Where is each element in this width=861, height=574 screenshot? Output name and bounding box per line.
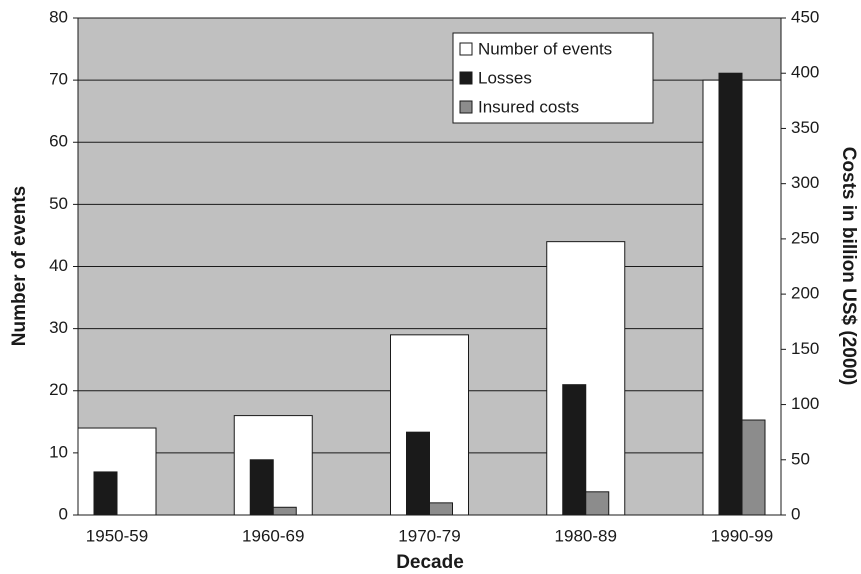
y-tick-label: 0 — [59, 504, 68, 523]
y2-tick-label: 350 — [791, 118, 819, 137]
y2-tick-label: 100 — [791, 394, 819, 413]
x-tick-label: 1980-89 — [555, 526, 617, 545]
legend-label: Number of events — [478, 39, 612, 58]
legend-swatch — [459, 71, 473, 85]
y2-tick-label: 300 — [791, 173, 819, 192]
y-tick-label: 10 — [49, 442, 68, 461]
y-tick-label: 60 — [49, 132, 68, 151]
y2-tick-label: 150 — [791, 339, 819, 358]
y2-tick-label: 0 — [791, 504, 800, 523]
y2-axis-title: Costs in billion US$ (2000) — [838, 147, 859, 386]
x-axis-title: Decade — [396, 552, 464, 573]
y2-tick-label: 50 — [791, 449, 810, 468]
y-axis-title: Number of events — [9, 186, 30, 346]
bar — [562, 384, 587, 516]
x-tick-label: 1950-59 — [86, 526, 148, 545]
legend-swatch — [459, 42, 473, 56]
y2-tick-label: 400 — [791, 63, 819, 82]
y-tick-label: 80 — [49, 7, 68, 26]
bar — [718, 72, 743, 516]
y-tick-label: 70 — [49, 70, 68, 89]
y-tick-label: 30 — [49, 318, 68, 337]
legend-label: Losses — [478, 68, 532, 87]
bar — [741, 419, 766, 516]
y-tick-label: 20 — [49, 380, 68, 399]
x-tick-label: 1990-99 — [711, 526, 773, 545]
bar — [585, 491, 610, 516]
legend-label: Insured costs — [478, 97, 579, 116]
y-tick-label: 50 — [49, 194, 68, 213]
y2-tick-label: 200 — [791, 284, 819, 303]
y2-tick-label: 250 — [791, 228, 819, 247]
x-tick-label: 1970-79 — [398, 526, 460, 545]
bar — [406, 431, 430, 516]
legend-box — [452, 32, 654, 124]
x-tick-label: 1960-69 — [242, 526, 304, 545]
legend-swatch — [459, 100, 473, 114]
bar — [272, 506, 297, 516]
bar — [93, 471, 118, 516]
y-tick-label: 40 — [49, 256, 68, 275]
bar — [429, 502, 453, 516]
bar — [249, 459, 274, 516]
y2-tick-label: 450 — [791, 7, 819, 26]
